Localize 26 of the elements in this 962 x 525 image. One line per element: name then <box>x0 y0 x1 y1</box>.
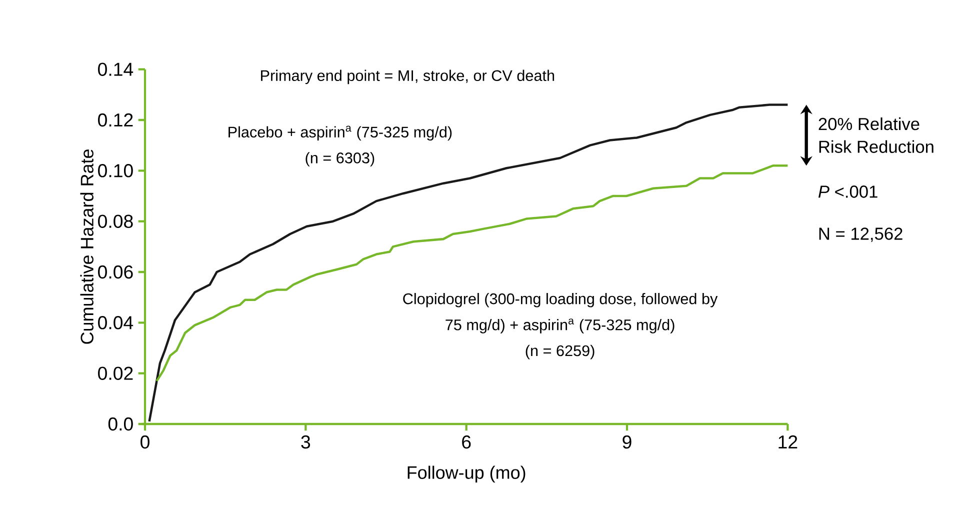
annotation: (n = 6303) <box>306 152 374 166</box>
text: Risk Reduction <box>819 140 934 153</box>
x-axis-title: Follow-up (mo) <box>408 466 526 483</box>
x-tick-label: 9 <box>622 435 632 449</box>
annotation: 75 mg/d) + aspirin$^{a}$ (75-325 mg/d) <box>446 318 674 334</box>
annotation: (n = 6259) <box>526 344 594 360</box>
y-tick-label: 0.12 <box>98 113 133 127</box>
y-tick-label: 0.14 <box>98 62 134 76</box>
text: 20% Relative <box>818 117 920 130</box>
x-tick-label: 6 <box>462 435 471 449</box>
y-tick-label: 0.04 <box>98 316 134 330</box>
y-tick-label: 0.02 <box>98 366 133 380</box>
x-tick-label: 12 <box>778 435 798 448</box>
x-tick-label: 3 <box>301 435 310 449</box>
x-tick-label: 0 <box>140 435 150 449</box>
text: N = 12,562 <box>819 228 902 242</box>
annotation: Primary end point = MI, stroke, or CV death <box>261 70 554 84</box>
text: P <.001 <box>818 186 878 198</box>
annotation: Placebo + aspirin$^{a}$ (75-325 mg/d) <box>228 126 452 141</box>
y-axis-title: Cumulative Hazard Rate <box>80 149 94 344</box>
y-tick-label: 0.06 <box>98 265 133 279</box>
line-series <box>148 104 789 423</box>
annotation: Clopidogrel (300-mg loading dose, followed by <box>403 292 718 308</box>
y-tick-label: 0.10 <box>98 164 133 178</box>
y-tick-label: 0.0 <box>108 417 133 431</box>
y-tick-label: 0.08 <box>98 214 133 228</box>
